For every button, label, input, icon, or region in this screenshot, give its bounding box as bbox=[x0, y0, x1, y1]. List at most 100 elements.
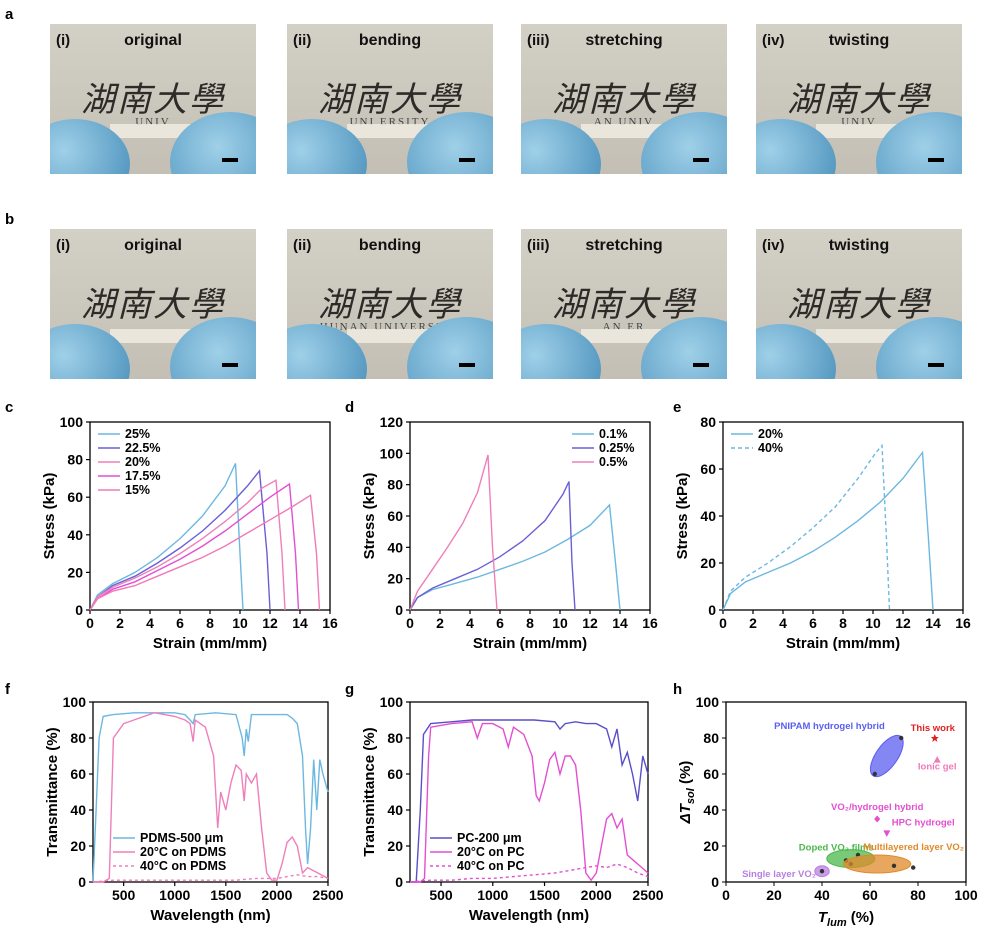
series-line-0 bbox=[89, 463, 244, 611]
x-tick-label: 1000 bbox=[477, 887, 508, 903]
photo-title: bending bbox=[358, 32, 422, 49]
x-tick-label: 2 bbox=[436, 615, 444, 631]
series-line-3 bbox=[89, 482, 300, 611]
legend-label: 22.5% bbox=[125, 441, 160, 455]
film-sample bbox=[347, 124, 437, 138]
y-tick-label: 60 bbox=[387, 508, 403, 524]
y-tick-label: 20 bbox=[700, 555, 716, 571]
y-tick-label: 40 bbox=[67, 527, 83, 543]
photo-title: stretching bbox=[585, 32, 663, 49]
glove-right bbox=[876, 317, 962, 379]
x-tick-label: 14 bbox=[612, 615, 628, 631]
panel-label-c: c bbox=[5, 399, 14, 416]
x-tick-label: 80 bbox=[910, 887, 926, 903]
x-axis-label: Wavelength (nm) bbox=[469, 907, 589, 924]
x-axis-label: Wavelength (nm) bbox=[150, 907, 270, 924]
x-tick-label: 14 bbox=[292, 615, 308, 631]
y-tick-label: 80 bbox=[387, 477, 403, 493]
y-tick-label: 0 bbox=[78, 874, 86, 890]
series-line-1 bbox=[409, 481, 576, 611]
y-tick-label: 40 bbox=[387, 539, 403, 555]
legend-label: 40% bbox=[758, 441, 783, 455]
series-line-1 bbox=[89, 469, 271, 611]
photo-roman: (i) bbox=[56, 237, 71, 254]
series-line-0 bbox=[409, 503, 621, 611]
marker-3 bbox=[883, 830, 891, 837]
photo-roman: (ii) bbox=[293, 237, 312, 254]
photo-b-2: (ii) bending 湖南大學 HUNAN UNIVERSITY bbox=[287, 229, 493, 379]
panel-label-a: a bbox=[5, 6, 14, 23]
y-tick-label: 80 bbox=[387, 730, 403, 746]
photo-b-1: (i) original 湖南大學 bbox=[50, 229, 256, 379]
y-tick-label: 100 bbox=[380, 694, 404, 710]
region-point bbox=[899, 735, 904, 741]
x-tick-label: 2000 bbox=[581, 887, 612, 903]
series-line-2 bbox=[92, 874, 329, 883]
y-axis-label: ΔTsol (%) bbox=[677, 761, 697, 825]
marker-label: HPC hydrogel bbox=[892, 817, 955, 828]
y-tick-label: 60 bbox=[387, 766, 403, 782]
x-tick-label: 100 bbox=[954, 887, 978, 903]
x-tick-label: 2 bbox=[749, 615, 757, 631]
photo-roman: (ii) bbox=[293, 32, 312, 49]
plot-frame bbox=[409, 701, 649, 883]
x-tick-label: 1500 bbox=[210, 887, 241, 903]
film-sample bbox=[110, 329, 200, 343]
y-axis-label: Stress (kPa) bbox=[674, 473, 691, 560]
y-tick-label: 60 bbox=[700, 461, 716, 477]
x-tick-label: 40 bbox=[814, 887, 830, 903]
marker-label: This work bbox=[911, 723, 956, 734]
photo-b-4: (iv) twisting 湖南大學 bbox=[756, 229, 962, 379]
series-line-1 bbox=[722, 443, 891, 611]
region-point bbox=[911, 865, 916, 870]
x-tick-label: 8 bbox=[206, 615, 214, 631]
x-tick-label: 1000 bbox=[159, 887, 190, 903]
marker-0 bbox=[930, 734, 939, 742]
photo-chars: 湖南大學 bbox=[318, 285, 462, 325]
photo-title: original bbox=[124, 237, 182, 254]
region-label: Multilayered layer VO₂ bbox=[863, 842, 964, 853]
y-axis-label-sub: sol bbox=[685, 787, 697, 804]
x-tick-label: 14 bbox=[925, 615, 941, 631]
x-tick-label: 0 bbox=[406, 615, 414, 631]
photo-chars: 湖南大學 bbox=[552, 80, 696, 120]
region-point bbox=[819, 869, 825, 874]
x-axis-label-sub: lum bbox=[827, 917, 847, 929]
film-sample bbox=[110, 124, 200, 138]
series-line-0 bbox=[722, 450, 934, 611]
x-tick-label: 12 bbox=[582, 615, 598, 631]
marker-1 bbox=[933, 756, 941, 763]
chart-c: 0 2 4 6 8 10 12 14 16 0 20 40 60 80 100 Strain (mm/mm) S… bbox=[41, 414, 338, 652]
scale-bar bbox=[693, 158, 709, 162]
photo-chars: 湖南大學 bbox=[81, 285, 225, 325]
legend-label: 0.25% bbox=[599, 441, 634, 455]
x-tick-label: 16 bbox=[642, 615, 658, 631]
legend-label: 20% bbox=[758, 427, 783, 441]
region-2 bbox=[843, 854, 912, 874]
scale-bar bbox=[928, 158, 944, 162]
legend-label: 15% bbox=[125, 483, 150, 497]
y-axis-label: Stress (kPa) bbox=[41, 473, 58, 560]
x-tick-label: 0 bbox=[719, 615, 727, 631]
y-tick-label: 20 bbox=[387, 838, 403, 854]
panel-label-b: b bbox=[5, 211, 15, 228]
photo-chars: 湖南大學 bbox=[787, 80, 931, 120]
legend-label: 20°C on PDMS bbox=[140, 845, 226, 859]
x-tick-label: 0 bbox=[86, 615, 94, 631]
marker-label: Ionic gel bbox=[918, 762, 957, 773]
panel-label-f: f bbox=[5, 681, 10, 698]
x-tick-label: 2500 bbox=[632, 887, 663, 903]
photo-chars: 湖南大學 bbox=[318, 80, 462, 120]
y-tick-label: 40 bbox=[70, 802, 86, 818]
y-axis-label: Transmittance (%) bbox=[44, 727, 61, 856]
x-tick-label: 500 bbox=[429, 887, 453, 903]
x-tick-label: 10 bbox=[232, 615, 248, 631]
y-axis-label: Stress (kPa) bbox=[361, 473, 378, 560]
x-tick-label: 16 bbox=[322, 615, 338, 631]
y-tick-label: 60 bbox=[67, 489, 83, 505]
legend-label: 0.5% bbox=[599, 455, 628, 469]
legend-label: 25% bbox=[125, 427, 150, 441]
scale-bar bbox=[222, 158, 238, 162]
x-tick-label: 2000 bbox=[261, 887, 292, 903]
x-axis-label: Strain (mm/mm) bbox=[153, 635, 267, 652]
